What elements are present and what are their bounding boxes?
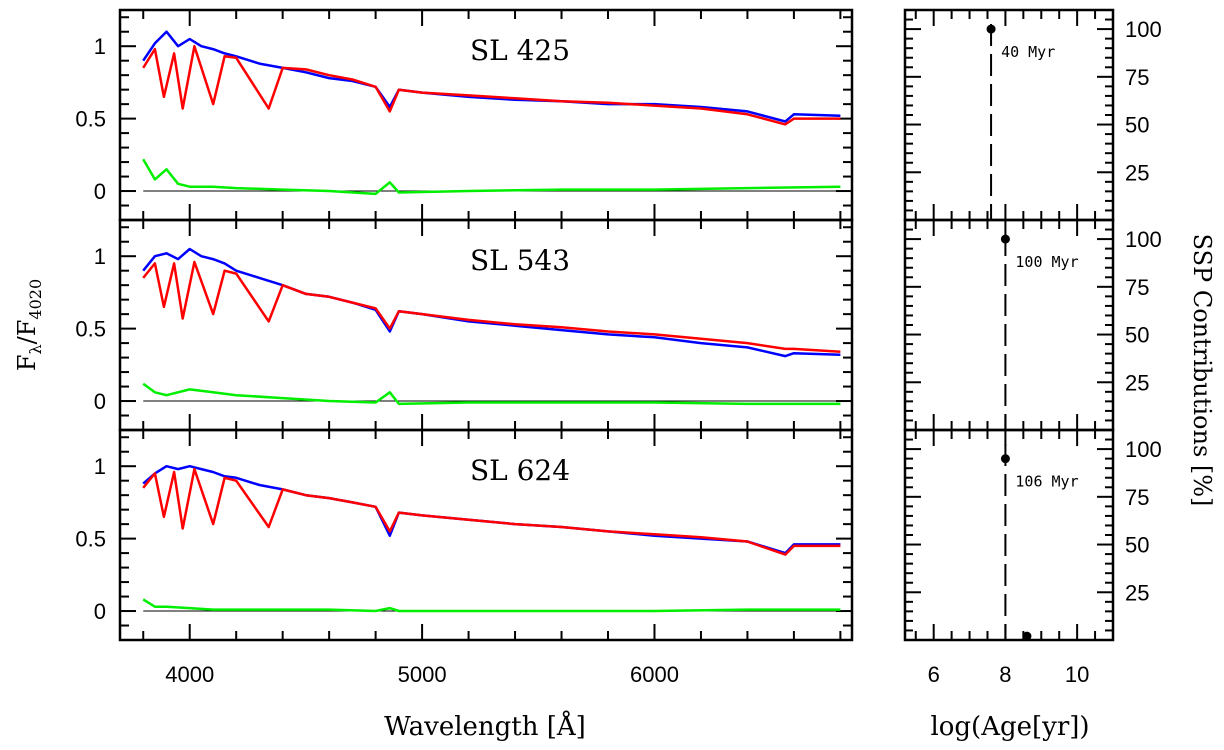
panel-frame	[903, 8, 1115, 222]
y-tick-label: 75	[1125, 65, 1149, 90]
x-tick-label: 10	[1065, 662, 1089, 687]
y-tick-label: 50	[1125, 113, 1149, 138]
y-tick-label: 50	[1125, 533, 1149, 558]
age-annotation: 100 Myr	[1015, 253, 1078, 271]
x-tick-label: 4000	[165, 662, 214, 687]
age-annotation: 40 Myr	[1001, 43, 1055, 61]
y-tick-label: 1	[94, 454, 106, 479]
x-tick-label: 6000	[630, 662, 679, 687]
axis-labels: Wavelength [Å] log(Age[yr]) Fλ/F4020 SSP…	[13, 234, 1216, 742]
ssp-panel-2: 25 50 75 100 100 Myr	[903, 218, 1162, 432]
series-line-2	[142, 260, 841, 354]
spectrum-panel-1: 0 0.5 1 SL 425	[75, 8, 854, 222]
x-axis-label: Wavelength [Å]	[384, 710, 586, 742]
y-tick-label: 0.5	[75, 107, 106, 132]
panel-title: SL 543	[470, 244, 570, 277]
y-tick-label: 75	[1125, 485, 1149, 510]
ssp-panel-1: 25 50 75 100 40 Myr	[903, 8, 1162, 222]
age-annotation: 106 Myr	[1015, 473, 1078, 491]
y-tick-label: 1	[94, 244, 106, 269]
ssp-panel-3: 25 50 75 100 6 8 10 106 Myr	[903, 428, 1162, 687]
spectrum-panel-3: 0 0.5 1 4000 5000 6000 SL 624	[75, 428, 854, 687]
series-line-2	[142, 467, 841, 556]
y-label-den-sub: 4020	[26, 279, 45, 320]
ssp-point	[1000, 234, 1010, 244]
y-tick-label: 100	[1125, 17, 1162, 42]
panels: 0 0.5 1 SL 425 0 0.5 1 SL 543 0 0.5 1 4000 5000 6000 S…	[75, 8, 1162, 687]
y-label-sep: /F	[13, 320, 41, 345]
ssp-y-axis-label: SSP Contributions [%]	[1188, 234, 1216, 507]
y-tick-label: 25	[1125, 160, 1149, 185]
y-tick-label: 0	[94, 389, 106, 414]
series-line-3	[142, 598, 841, 613]
y-tick-label: 75	[1125, 275, 1149, 300]
y-tick-label: 25	[1125, 580, 1149, 605]
y-tick-label: 100	[1125, 227, 1162, 252]
series-line-3	[142, 382, 841, 406]
ssp-point	[1000, 454, 1010, 464]
ssp-x-axis-label: log(Age[yr])	[930, 712, 1089, 742]
y-tick-label: 0.5	[75, 317, 106, 342]
y-tick-label: 0	[94, 599, 106, 624]
panel-title: SL 624	[470, 454, 570, 487]
y-tick-label: 50	[1125, 323, 1149, 348]
y-tick-label: 100	[1125, 437, 1162, 462]
panel-frame	[903, 218, 1115, 432]
ssp-point	[1022, 631, 1032, 641]
x-tick-label: 6	[928, 662, 940, 687]
ssp-point	[986, 24, 996, 34]
y-tick-label: 25	[1125, 370, 1149, 395]
x-tick-label: 5000	[398, 662, 447, 687]
y-tick-label: 1	[94, 34, 106, 59]
series-line-3	[142, 158, 841, 196]
panel-title: SL 425	[470, 34, 570, 67]
y-tick-label: 0	[94, 179, 106, 204]
panel-frame	[903, 428, 1115, 642]
y-tick-label: 0.5	[75, 527, 106, 552]
y-label-num-sub: λ	[26, 344, 45, 354]
panel-frame	[118, 428, 854, 642]
x-tick-label: 8	[999, 662, 1011, 687]
series-line-2	[142, 44, 841, 126]
y-axis-label: Fλ/F4020	[13, 279, 45, 371]
y-label-main: F	[13, 354, 41, 371]
spectrum-panel-2: 0 0.5 1 SL 543	[75, 218, 854, 432]
